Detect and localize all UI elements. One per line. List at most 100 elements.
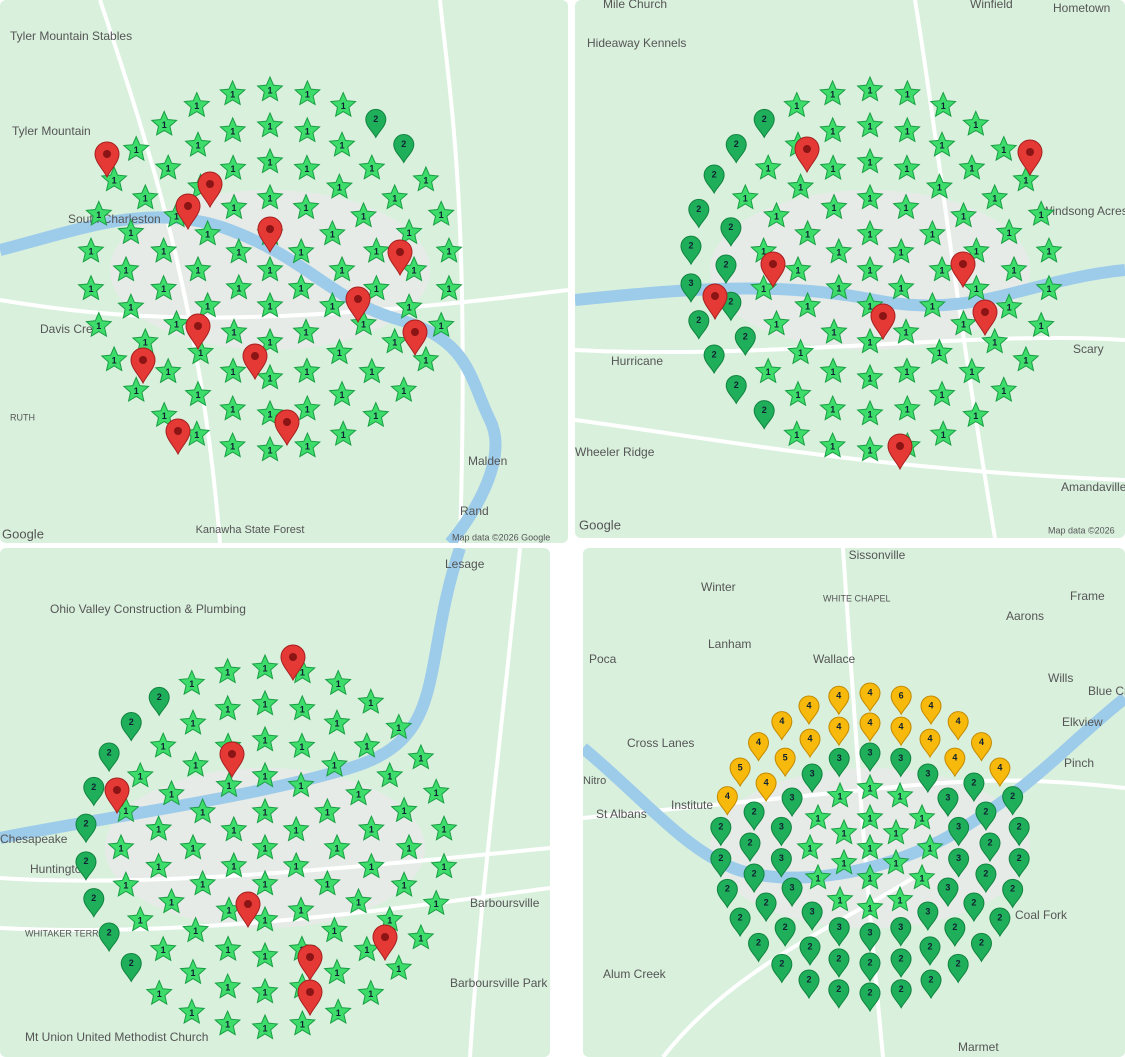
map-panel[interactable]: Tyler Mountain Stables Tyler Mountain Sout… [0, 0, 568, 543]
star-marker [1027, 200, 1055, 226]
marker-count: 1 [867, 843, 872, 853]
marker-count: 1 [798, 348, 803, 358]
star-marker [892, 318, 920, 344]
marker-count: 1 [447, 284, 452, 294]
star-marker [893, 394, 921, 421]
pin-dot [396, 248, 404, 256]
star-marker [131, 183, 159, 210]
marker-count: 1 [897, 791, 902, 801]
marker-count: 2 [806, 974, 811, 984]
marker-count: 1 [190, 843, 195, 853]
place-label: Marmet [958, 1040, 999, 1054]
star-marker [100, 165, 128, 192]
location-pin [950, 251, 976, 289]
marker-count: 1 [392, 337, 397, 347]
star-marker [157, 887, 185, 914]
pin-marker [859, 922, 881, 953]
marker-count: 1 [830, 441, 835, 451]
map[interactable]: Lesage Ohio Valley Construction & Plumbin… [0, 548, 550, 1057]
star-marker [385, 954, 413, 981]
pin-marker [989, 757, 1011, 788]
star-marker [1027, 311, 1055, 338]
map-panel[interactable]: Mile Church Hideaway Kennels Winfield Homet… [575, 0, 1125, 538]
marker-count: 1 [230, 126, 235, 136]
marker-count: 1 [905, 404, 910, 414]
place-label: Map data ©2026 [1048, 525, 1115, 535]
marker-count: 1 [193, 761, 198, 771]
marker-count: 1 [442, 862, 447, 872]
marker-count: 1 [837, 895, 842, 905]
pin-marker [917, 901, 939, 932]
star-marker [256, 363, 284, 390]
pin-marker [688, 310, 710, 340]
star-marker [407, 743, 435, 770]
pin-marker [393, 134, 415, 164]
marker-count: 1 [336, 679, 341, 689]
pin-marker [710, 848, 732, 878]
pin-marker [83, 888, 105, 918]
location-pin [242, 343, 268, 381]
marker-count: 1 [794, 430, 799, 440]
star-marker [412, 165, 440, 192]
marker-count: 1 [267, 265, 272, 275]
marker-count: 1 [361, 211, 366, 221]
road [468, 548, 522, 1057]
star-marker [825, 237, 853, 264]
marker-count: 1 [88, 247, 93, 257]
star-marker [783, 420, 811, 447]
marker-count: 1 [231, 861, 236, 871]
pin-dot [306, 953, 314, 961]
star-marker [126, 905, 154, 932]
star-marker [292, 193, 320, 220]
pin-dot [896, 442, 904, 450]
star-marker [784, 380, 812, 407]
marker-count: 1 [194, 101, 199, 111]
pin-marker [828, 716, 850, 747]
star-marker [162, 309, 190, 336]
road [661, 876, 915, 1057]
map[interactable]: Tyler Mountain Stables Tyler Mountain Sout… [0, 0, 568, 543]
pin-marker [970, 932, 992, 963]
location-pin [972, 299, 998, 337]
pin-dot [981, 308, 989, 316]
marker-count: 1 [867, 409, 872, 419]
marker-count: 1 [303, 328, 308, 338]
marker-count: 1 [305, 404, 310, 414]
marker-count: 1 [161, 284, 166, 294]
star-marker [362, 274, 390, 301]
star-marker [328, 380, 356, 407]
star-marker [407, 923, 435, 950]
map[interactable]: Sissonville WHITE CHAPEL Winter Frame Aarons… [583, 548, 1125, 1057]
map[interactable]: Mile Church Hideaway Kennels Winfield Homet… [575, 0, 1125, 538]
star-marker [213, 1009, 242, 1036]
star-marker [107, 833, 135, 860]
place-label: Mile Church [603, 0, 667, 11]
star-marker [287, 273, 315, 300]
map-panel[interactable]: Lesage Ohio Valley Construction & Plumbin… [0, 548, 550, 1057]
pin-dot [711, 292, 719, 300]
marker-count: 1 [300, 1019, 305, 1029]
marker-count: 2 [752, 806, 757, 816]
location-pin [870, 303, 896, 341]
road [0, 288, 568, 320]
star-marker [220, 318, 248, 344]
marker-count: 1 [190, 968, 195, 978]
marker-count: 1 [867, 337, 872, 347]
star-marker [293, 357, 321, 384]
river [0, 211, 502, 543]
marker-count: 2 [867, 957, 872, 967]
place-label: Lanham [708, 637, 751, 651]
place-label: Windsong Acres [1041, 204, 1125, 218]
marker-count: 1 [423, 175, 428, 185]
marker-count: 2 [983, 868, 988, 878]
marker-count: 1 [236, 247, 241, 257]
star-marker [818, 79, 847, 106]
marker-count: 4 [979, 737, 984, 747]
marker-count: 1 [118, 843, 123, 853]
marker-count: 3 [790, 882, 795, 892]
map-panel[interactable]: Sissonville WHITE CHAPEL Winter Frame Aarons… [583, 548, 1125, 1057]
star-marker [820, 318, 848, 344]
star-marker [819, 116, 847, 143]
marker-count: 1 [837, 791, 842, 801]
star-marker [962, 274, 990, 301]
